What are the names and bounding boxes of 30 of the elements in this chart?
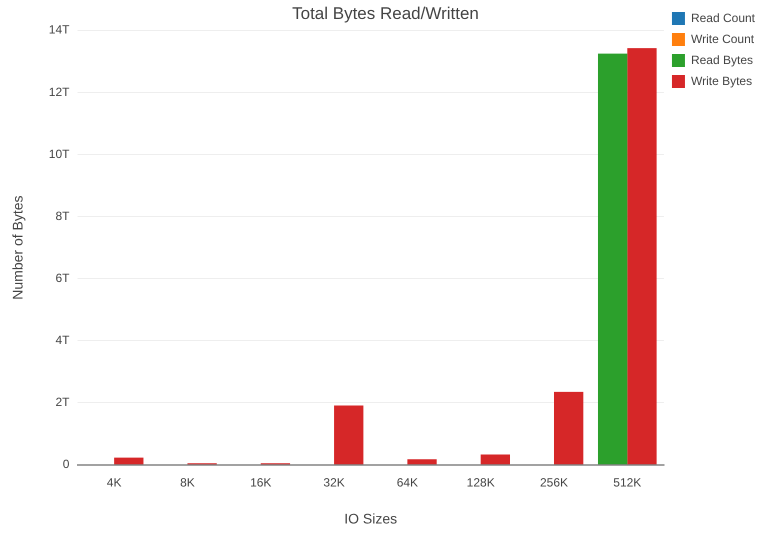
bar [114,458,144,464]
legend-label: Write Count [690,32,755,46]
y-tick-label: 0 [62,457,70,472]
y-tick-label: 8T [55,208,70,223]
x-tick-label: 32K [323,475,345,490]
y-tick-label: 6T [55,270,70,285]
x-tick-label: 64K [396,475,418,490]
bar [480,454,510,464]
y-tick-label: 12T [48,84,70,99]
legend-label: Read Bytes [690,52,754,67]
bar [407,459,437,464]
y-tick-label: 4T [55,333,70,347]
y-tick-label: 14T [48,22,70,37]
x-tick-label: 256K [540,475,568,490]
y-tick-label: 10T [48,146,70,161]
y-axis-title: Number of Bytes [9,195,26,300]
x-tick-label: 4K [106,475,122,490]
bar [627,48,657,464]
bar [554,392,584,464]
bar [334,406,364,464]
x-tick-label: 512K [613,475,642,490]
x-tick-label: 128K [466,475,495,490]
y-tick-label: 2T [55,395,70,410]
bar [598,54,628,464]
x-tick-label: 8K [180,475,195,490]
x-tick-label: 16K [250,475,272,490]
chart-title: Total Bytes Read/Written [292,4,479,23]
x-axis-title: IO Sizes [344,510,398,526]
legend-label: Write Bytes [690,74,752,88]
legend-label: Read Count [690,10,756,25]
